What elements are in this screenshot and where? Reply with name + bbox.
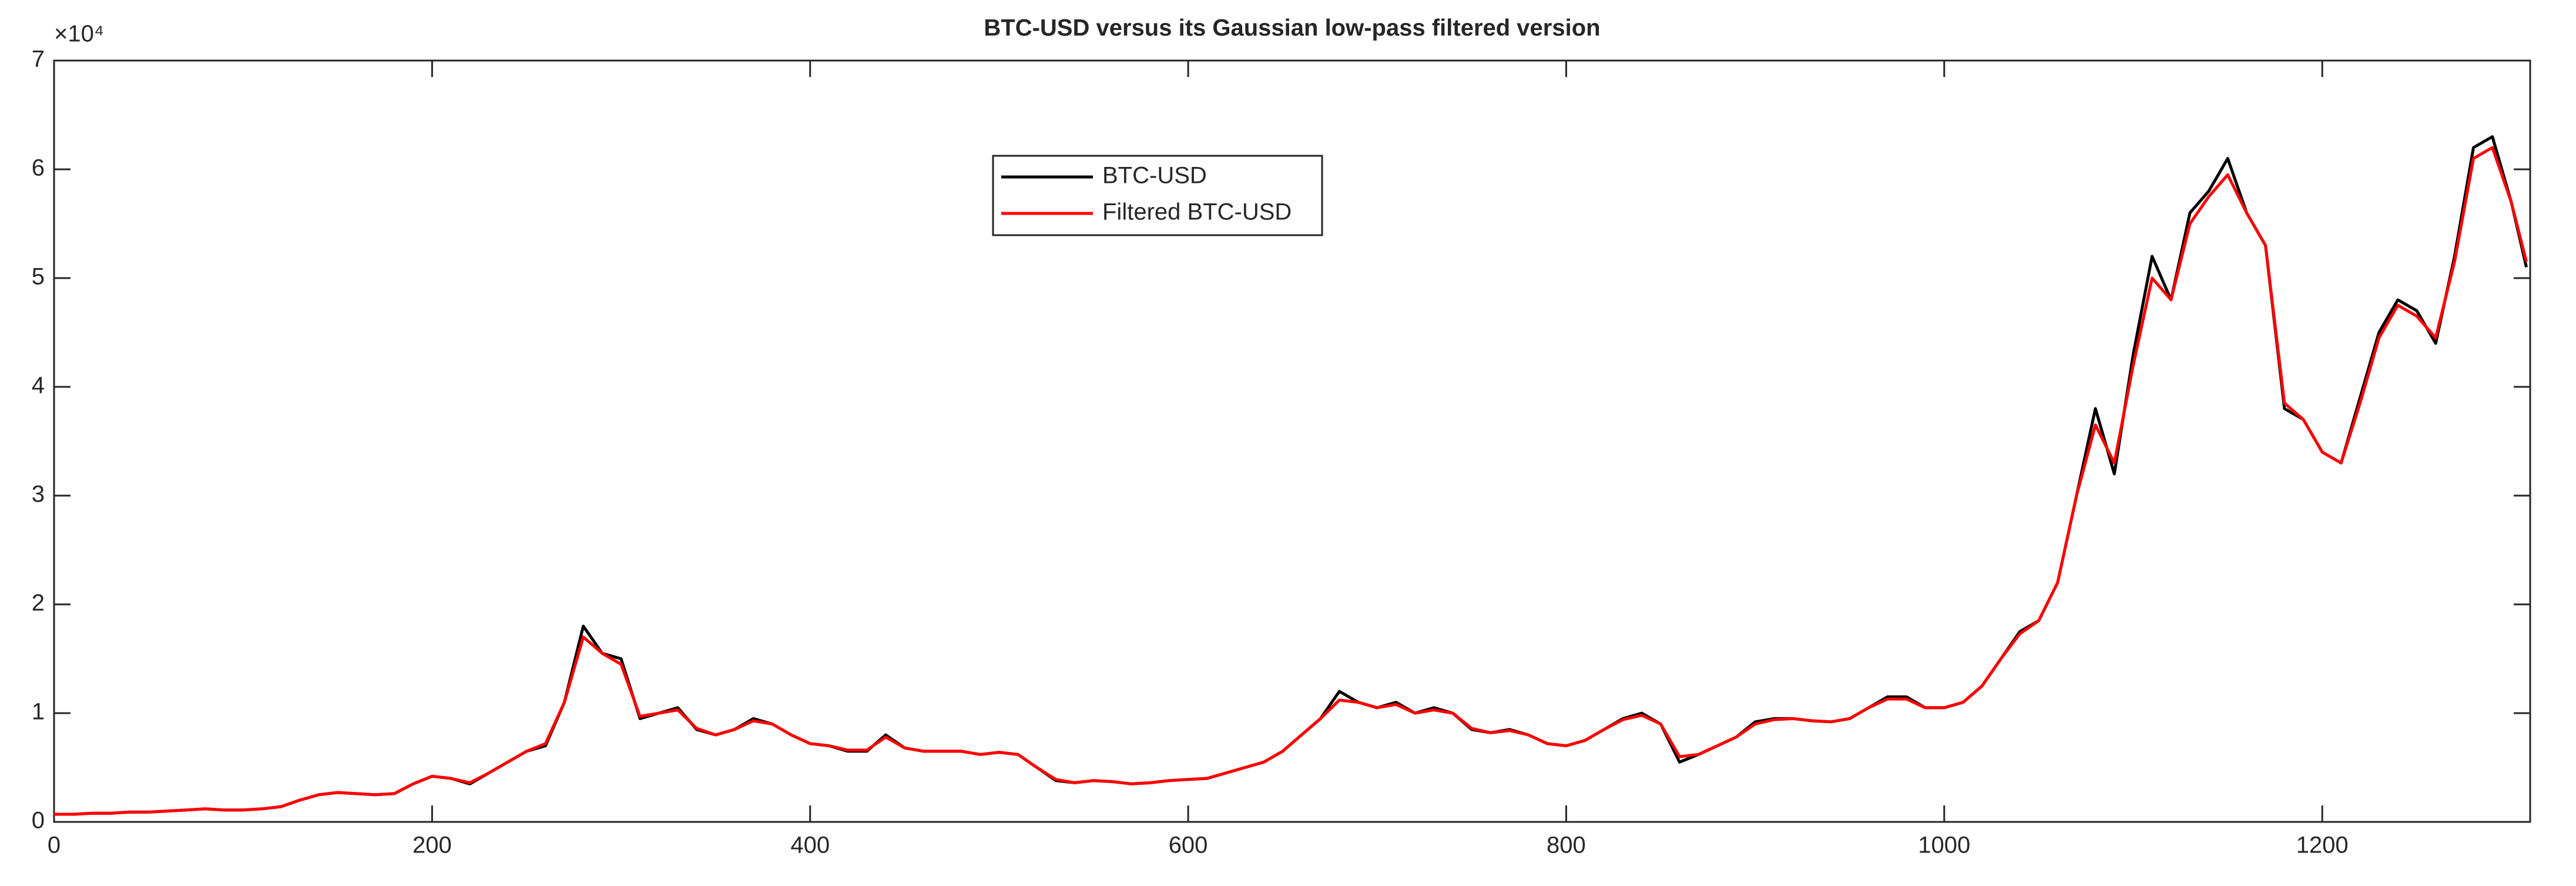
series-line [54, 146, 2528, 816]
y-tick-label: 7 [32, 46, 45, 72]
y-tick-label: 2 [32, 590, 45, 616]
y-tick-label: 3 [32, 482, 45, 507]
y-tick-label: 1 [32, 699, 45, 725]
chart-title: BTC-USD versus its Gaussian low-pass fil… [984, 15, 1600, 41]
series-line [54, 135, 2528, 816]
x-tick-label: 200 [412, 832, 452, 858]
legend-label: Filtered BTC-USD [1102, 199, 1292, 225]
legend-label: BTC-USD [1102, 163, 1207, 189]
y-tick-label: 4 [32, 373, 45, 399]
y-tick-label: 5 [32, 264, 45, 290]
x-tick-label: 400 [790, 832, 830, 858]
x-tick-label: 800 [1547, 832, 1586, 858]
x-tick-label: 1200 [2296, 832, 2349, 858]
y-multiplier: ×10⁴ [54, 21, 104, 47]
x-tick-label: 0 [48, 832, 61, 858]
legend-box [992, 155, 1323, 236]
y-tick-label: 0 [32, 808, 45, 834]
plot-frame [53, 59, 2531, 823]
x-tick-label: 1000 [1918, 832, 1970, 858]
x-tick-label: 600 [1169, 832, 1208, 858]
y-tick-label: 6 [32, 155, 45, 181]
